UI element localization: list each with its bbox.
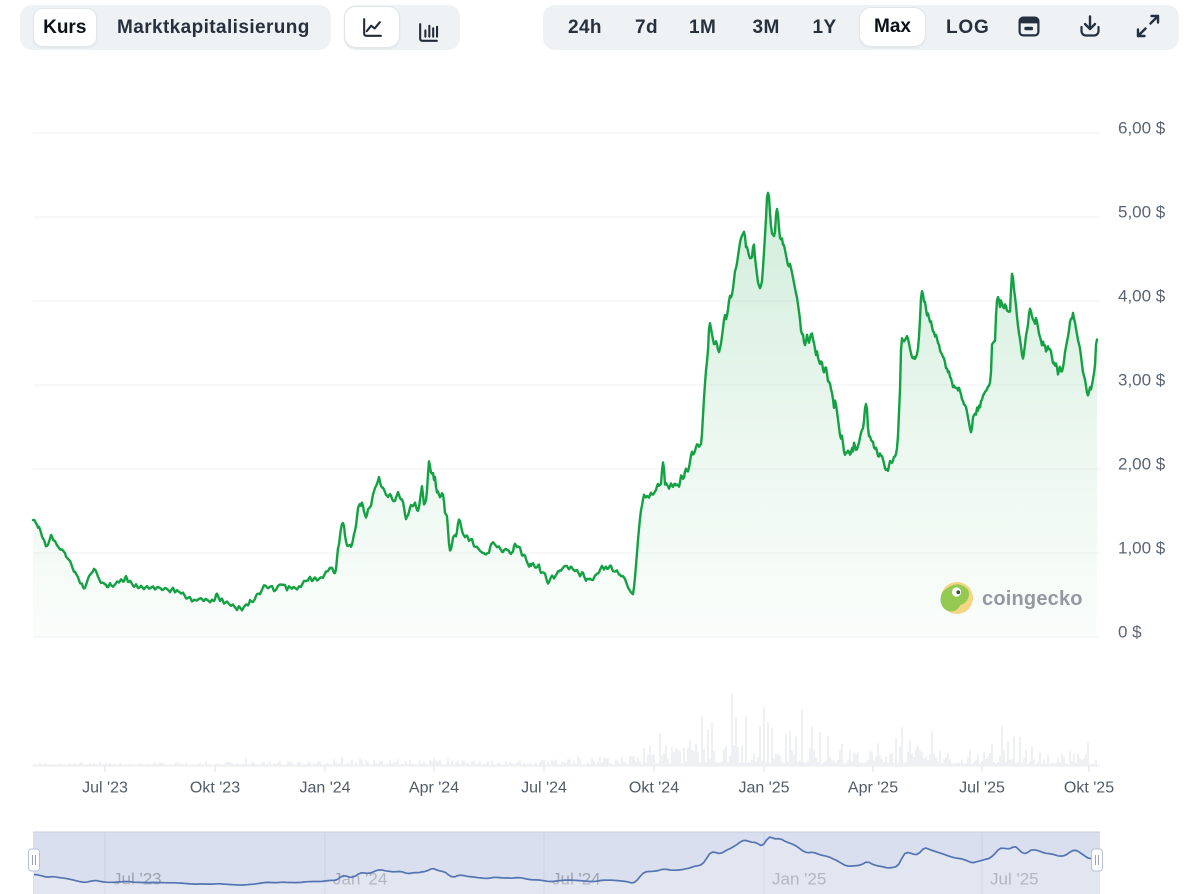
svg-text:Jul '24: Jul '24 [521,780,567,797]
svg-text:Jan '24: Jan '24 [333,870,387,889]
svg-text:1,00 $: 1,00 $ [1118,539,1166,558]
svg-text:Okt '24: Okt '24 [629,780,679,797]
svg-text:Jan '24: Jan '24 [299,780,350,797]
svg-text:Jan '25: Jan '25 [738,780,789,797]
svg-text:0 $: 0 $ [1118,623,1142,642]
svg-text:4,00 $: 4,00 $ [1118,287,1166,306]
svg-text:Jul '25: Jul '25 [959,780,1005,797]
svg-text:6,00 $: 6,00 $ [1118,119,1166,138]
svg-text:Apr '25: Apr '25 [848,780,898,797]
svg-text:Apr '24: Apr '24 [409,780,459,797]
svg-text:Jul '23: Jul '23 [113,870,162,889]
svg-text:Okt '25: Okt '25 [1064,780,1114,797]
svg-text:2,00 $: 2,00 $ [1118,455,1166,474]
svg-text:coingecko: coingecko [982,588,1083,610]
svg-text:3,00 $: 3,00 $ [1118,371,1166,390]
svg-text:Jan '25: Jan '25 [772,870,826,889]
svg-text:Jul '24: Jul '24 [552,870,601,889]
svg-text:5,00 $: 5,00 $ [1118,203,1166,222]
svg-text:Jul '25: Jul '25 [990,870,1039,889]
svg-text:Okt '23: Okt '23 [190,780,240,797]
svg-text:Jul '23: Jul '23 [82,780,128,797]
